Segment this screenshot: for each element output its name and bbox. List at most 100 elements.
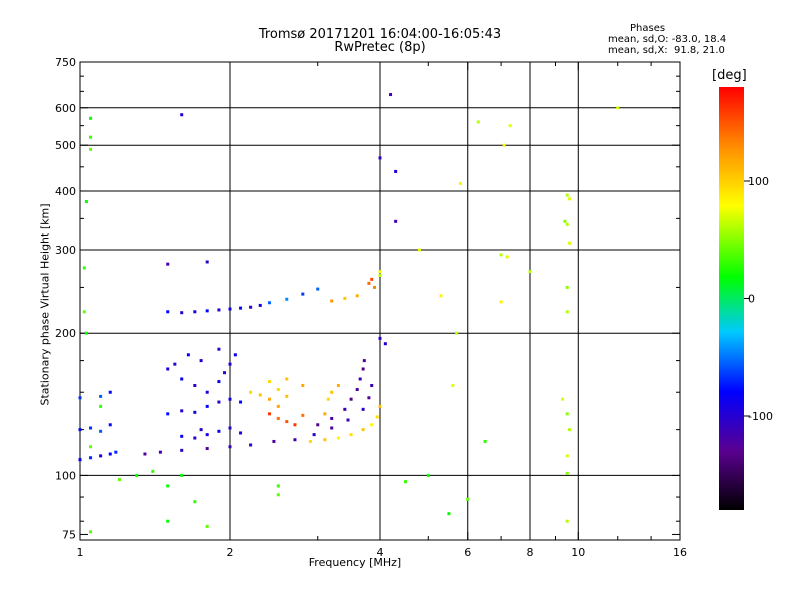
data-point: [447, 512, 451, 516]
data-point: [276, 484, 280, 488]
data-point: [180, 473, 184, 477]
colorbar-tick-label: 100: [748, 175, 769, 188]
data-point: [193, 500, 197, 504]
data-point: [378, 270, 382, 274]
data-point: [193, 384, 197, 388]
data-point: [316, 287, 320, 291]
colorbar-tick-label: -100: [748, 410, 773, 423]
data-point: [349, 433, 353, 437]
data-point: [89, 426, 93, 430]
data-point: [565, 285, 569, 289]
data-point: [285, 377, 289, 381]
y-tick-label: 200: [55, 327, 76, 340]
y-tick-label: 750: [55, 56, 76, 69]
data-point: [362, 359, 366, 363]
data-point: [276, 404, 280, 408]
data-point: [567, 241, 571, 245]
phase-x-stats: mean, sd,X: 91.8, 21.0: [608, 45, 725, 56]
data-point: [233, 353, 237, 357]
data-point: [99, 454, 103, 458]
data-point: [417, 248, 421, 252]
data-point: [326, 397, 330, 401]
data-point: [143, 452, 147, 456]
data-point: [223, 371, 227, 375]
data-point: [455, 331, 459, 335]
data-point: [267, 380, 271, 384]
data-point: [180, 448, 184, 452]
colorbar-label: [deg]: [712, 68, 747, 83]
data-point: [180, 434, 184, 438]
x-axis-label: Frequency [MHz]: [308, 556, 402, 569]
x-tick-label: 1: [77, 546, 84, 559]
data-point: [82, 266, 86, 270]
data-point: [249, 305, 253, 309]
data-point: [508, 124, 512, 128]
data-point: [312, 433, 316, 437]
data-point: [166, 484, 170, 488]
data-point: [285, 297, 289, 301]
data-point: [301, 384, 305, 388]
data-point: [330, 416, 334, 420]
data-point: [228, 445, 232, 449]
data-point: [78, 396, 82, 400]
data-point: [193, 310, 197, 314]
data-point: [272, 439, 276, 443]
data-point: [355, 388, 359, 392]
colorbar-tick-label: 0: [748, 293, 755, 306]
data-point: [316, 423, 320, 427]
x-tick-label: 16: [673, 546, 687, 559]
data-point: [99, 394, 103, 398]
data-point: [293, 438, 297, 442]
data-point: [343, 296, 347, 300]
data-point: [117, 478, 121, 482]
data-point: [565, 310, 569, 314]
data-point: [267, 412, 271, 416]
data-point: [378, 336, 382, 340]
data-point: [394, 169, 398, 173]
data-point: [108, 423, 112, 427]
data-point: [565, 519, 569, 523]
data-point: [205, 404, 209, 408]
data-point: [563, 219, 567, 223]
data-point: [166, 519, 170, 523]
data-point: [375, 415, 379, 419]
data-point: [528, 270, 532, 274]
data-point: [180, 409, 184, 413]
tick-labels: 1 2 4 6 8 10 16 750 600 500 400 300 200 100 75: [55, 56, 687, 559]
data-point: [78, 458, 82, 462]
data-point: [217, 429, 221, 433]
data-point: [361, 428, 365, 432]
data-point: [358, 377, 362, 381]
data-point: [361, 407, 365, 411]
y-tick-label: 100: [55, 469, 76, 482]
data-point: [267, 397, 271, 401]
y-tick-label: 500: [55, 139, 76, 152]
data-point: [426, 473, 430, 477]
data-point: [205, 260, 209, 264]
data-point: [199, 428, 203, 432]
phase-o-stats: mean, sd,O: -83.0, 18.4: [608, 34, 727, 45]
data-point: [293, 423, 297, 427]
data-point: [439, 294, 443, 298]
data-point: [565, 412, 569, 416]
data-point: [370, 384, 374, 388]
data-point: [114, 450, 118, 454]
x-tick-label: 2: [227, 546, 234, 559]
data-point: [193, 436, 197, 440]
data-point: [383, 342, 387, 346]
x-tick-label: 10: [571, 546, 585, 559]
data-point: [346, 418, 350, 422]
data-point: [476, 120, 480, 124]
data-point: [199, 359, 203, 363]
x-tick-label: 4: [377, 546, 384, 559]
data-point: [355, 294, 359, 298]
data-point: [166, 367, 170, 371]
data-point: [616, 106, 620, 110]
data-point: [301, 413, 305, 417]
data-point: [336, 436, 340, 440]
data-point: [361, 367, 365, 371]
data-point: [78, 428, 82, 432]
data-point: [205, 390, 209, 394]
data-point: [451, 384, 455, 388]
data-point: [193, 410, 197, 414]
